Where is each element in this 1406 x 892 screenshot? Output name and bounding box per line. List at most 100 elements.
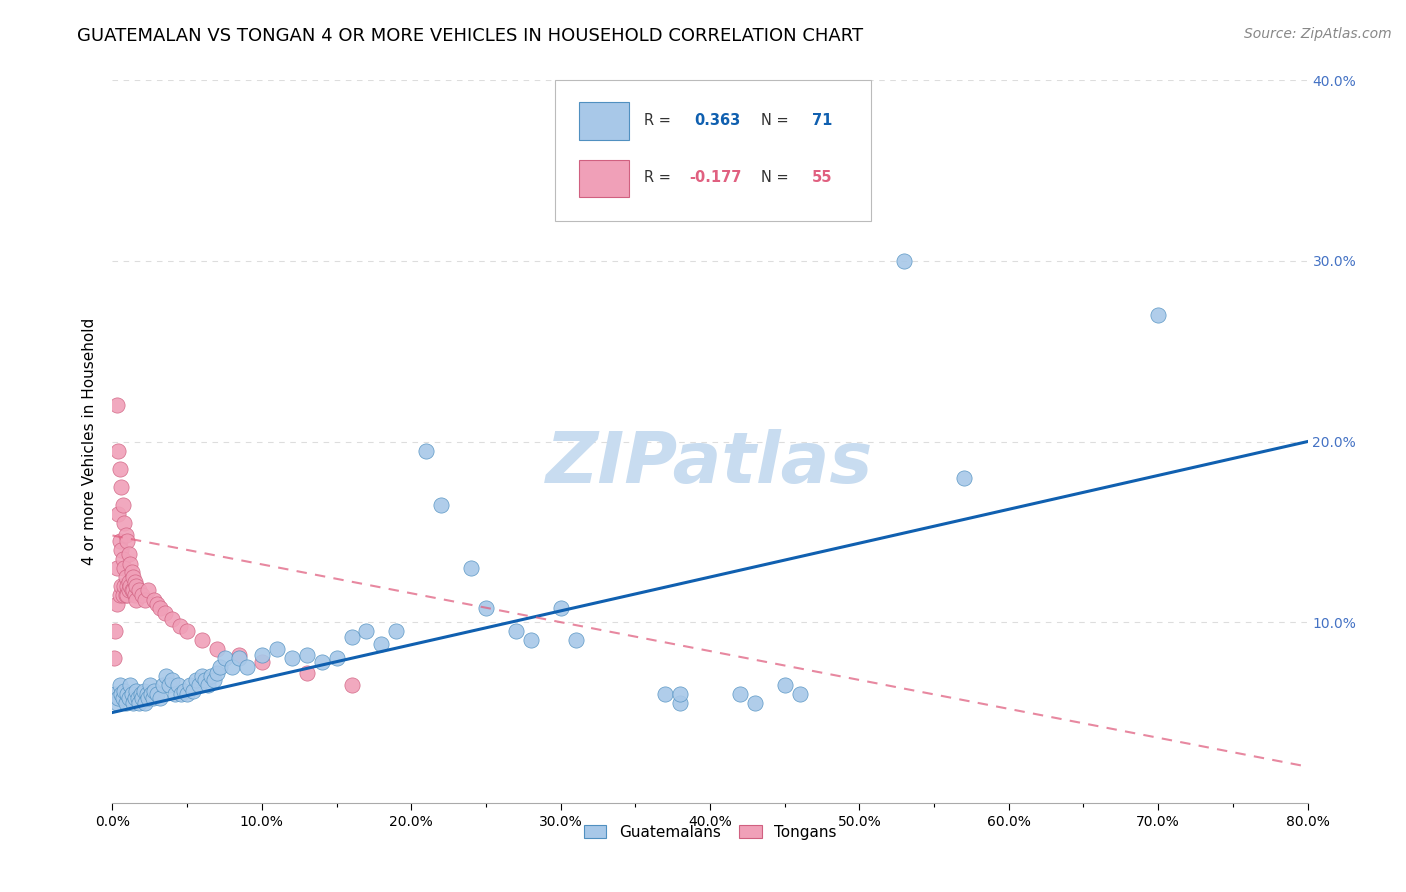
Point (114, 683, 135, 698)
Point (311, 655, 333, 669)
Point (250, 655, 273, 669)
Point (131, 588, 153, 602)
Point (108, 533, 131, 548)
Point (127, 691, 149, 706)
Point (181, 683, 204, 698)
Point (228, 651, 250, 665)
Point (228, 648, 250, 662)
Point (169, 619, 191, 633)
Point (191, 669, 214, 683)
Point (120, 678, 142, 692)
Text: N =: N = (762, 170, 793, 186)
Point (124, 588, 146, 602)
Point (773, 678, 796, 692)
Point (415, 443, 437, 458)
Point (250, 648, 273, 662)
Point (146, 687, 169, 701)
Point (122, 582, 145, 597)
Text: GUATEMALAN VS TONGAN 4 OR MORE VEHICLES IN HOUSEHOLD CORRELATION CHART: GUATEMALAN VS TONGAN 4 OR MORE VEHICLES … (77, 27, 863, 45)
Point (111, 552, 134, 566)
Point (176, 687, 198, 701)
Point (340, 678, 363, 692)
Point (155, 669, 177, 683)
Point (139, 678, 162, 692)
Point (669, 687, 692, 701)
Point (117, 588, 139, 602)
Point (356, 624, 378, 639)
Point (149, 600, 172, 615)
Point (138, 582, 160, 597)
Point (564, 633, 586, 648)
Point (124, 575, 146, 590)
Point (104, 687, 127, 701)
Point (110, 542, 132, 557)
Text: R =: R = (644, 170, 676, 186)
Point (654, 687, 676, 701)
Point (340, 630, 363, 644)
Point (167, 678, 190, 692)
Point (129, 687, 152, 701)
Point (370, 637, 392, 651)
Point (135, 687, 157, 701)
Point (141, 687, 163, 701)
Point (118, 582, 141, 597)
Point (669, 697, 692, 711)
Point (295, 665, 318, 680)
Point (132, 683, 155, 698)
Point (165, 687, 187, 701)
Point (111, 498, 134, 512)
Point (121, 687, 143, 701)
Point (115, 697, 138, 711)
Point (108, 678, 131, 692)
Point (744, 697, 766, 711)
Point (105, 697, 128, 711)
Point (117, 579, 139, 593)
Point (953, 471, 976, 485)
Point (120, 558, 142, 572)
Point (385, 624, 408, 639)
Point (205, 665, 228, 680)
Point (104, 624, 127, 639)
Point (173, 683, 195, 698)
Point (179, 678, 201, 692)
Point (162, 611, 183, 625)
Point (108, 588, 131, 602)
Point (194, 673, 217, 687)
Point (115, 570, 138, 584)
Legend: Guatemalans, Tongans: Guatemalans, Tongans (578, 819, 842, 846)
Point (789, 687, 811, 701)
Point (121, 565, 143, 579)
Point (111, 588, 134, 602)
Point (202, 673, 225, 687)
Point (146, 597, 169, 611)
Point (152, 678, 174, 692)
Point (430, 498, 453, 512)
Point (117, 687, 139, 701)
Text: 0.363: 0.363 (695, 112, 741, 128)
Point (128, 582, 150, 597)
Point (153, 606, 176, 620)
Point (122, 570, 145, 584)
Point (214, 651, 236, 665)
Point (110, 579, 132, 593)
Text: -0.177: -0.177 (690, 170, 742, 186)
Point (143, 683, 166, 698)
Point (125, 593, 148, 607)
Point (114, 579, 135, 593)
Point (505, 624, 527, 639)
Text: R =: R = (644, 112, 676, 128)
Point (114, 516, 135, 530)
Text: Source: ZipAtlas.com: Source: ZipAtlas.com (1244, 27, 1392, 41)
Point (236, 660, 259, 674)
Point (115, 528, 138, 542)
Point (460, 561, 482, 575)
Y-axis label: 4 or more Vehicles in Household: 4 or more Vehicles in Household (82, 318, 97, 566)
Point (1147, 308, 1170, 322)
Point (149, 691, 172, 706)
Point (186, 673, 208, 687)
Point (176, 624, 198, 639)
FancyBboxPatch shape (554, 80, 872, 221)
Point (107, 507, 129, 521)
Point (131, 691, 153, 706)
Point (124, 691, 146, 706)
